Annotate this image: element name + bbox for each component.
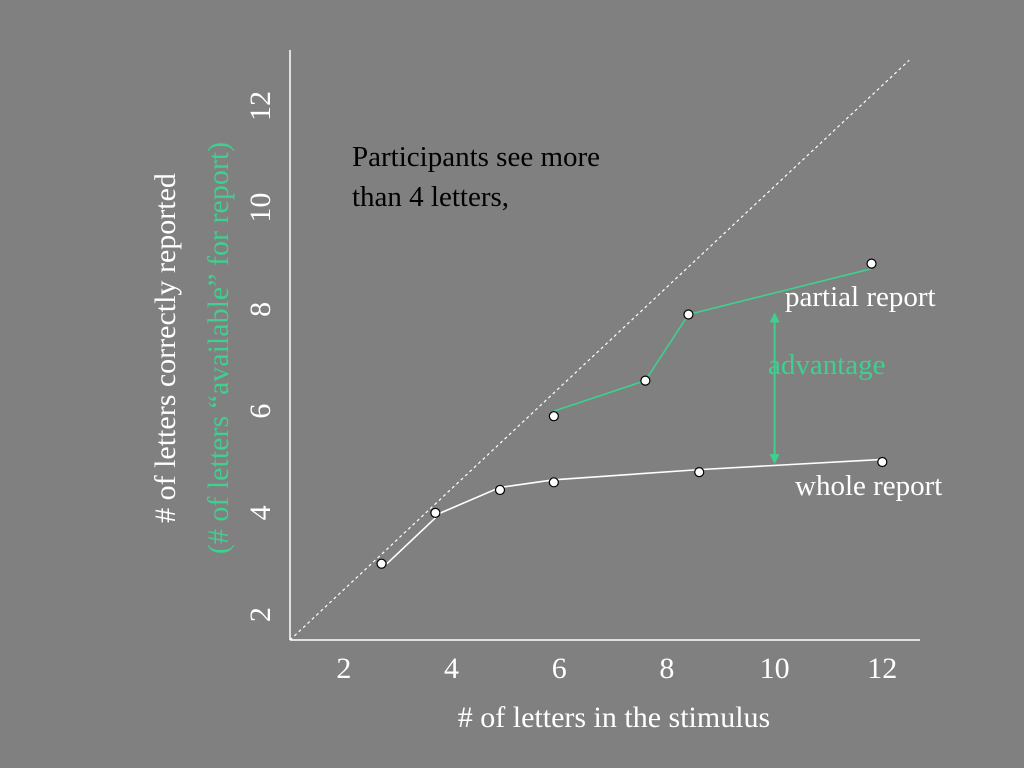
x-axis-title: # of letters in the stimulus [458,701,770,734]
y-tick-label: 2 [244,607,277,622]
whole-report-point [877,456,888,468]
x-tick-label: 4 [444,652,459,685]
advantage-label: advantage [768,349,886,381]
whole-report-line [386,458,883,565]
whole-report-point [376,558,387,569]
series-layer [376,258,888,569]
y-tick-label: 4 [244,505,277,520]
y-axis-subtitle: (# of letters “available” for report) [202,142,235,554]
y-tick-label: 6 [244,404,277,419]
partial-report-line [553,267,872,412]
note-line-1: Participants see more [352,141,600,173]
x-tick-label: 8 [659,652,674,685]
x-tick-label: 2 [336,652,351,685]
x-tick-label: 6 [552,652,567,685]
y-tick-labels: 2 4 6 8 10 12 [244,91,277,622]
whole-report-point [548,477,559,488]
whole-report-point [430,507,441,518]
partial-report-label: partial report [785,281,936,313]
note-line-2: than 4 letters, [352,181,509,213]
x-tick-label: 10 [760,652,790,685]
y-tick-label: 8 [244,302,277,317]
y-tick-label: 12 [244,91,277,121]
y-tick-label: 10 [244,193,277,223]
partial-report-point [640,375,651,386]
whole-report-label: whole report [795,470,942,502]
x-tick-labels: 2 4 6 8 10 12 [336,652,897,685]
x-tick-label: 12 [867,652,897,685]
partial-report-point [683,309,694,320]
partial-report-point [866,258,877,269]
whole-report-point [694,467,705,478]
y-axis-title: # of letters correctly reported [149,173,182,523]
partial-report-point [548,411,559,422]
whole-report-point [494,484,506,496]
